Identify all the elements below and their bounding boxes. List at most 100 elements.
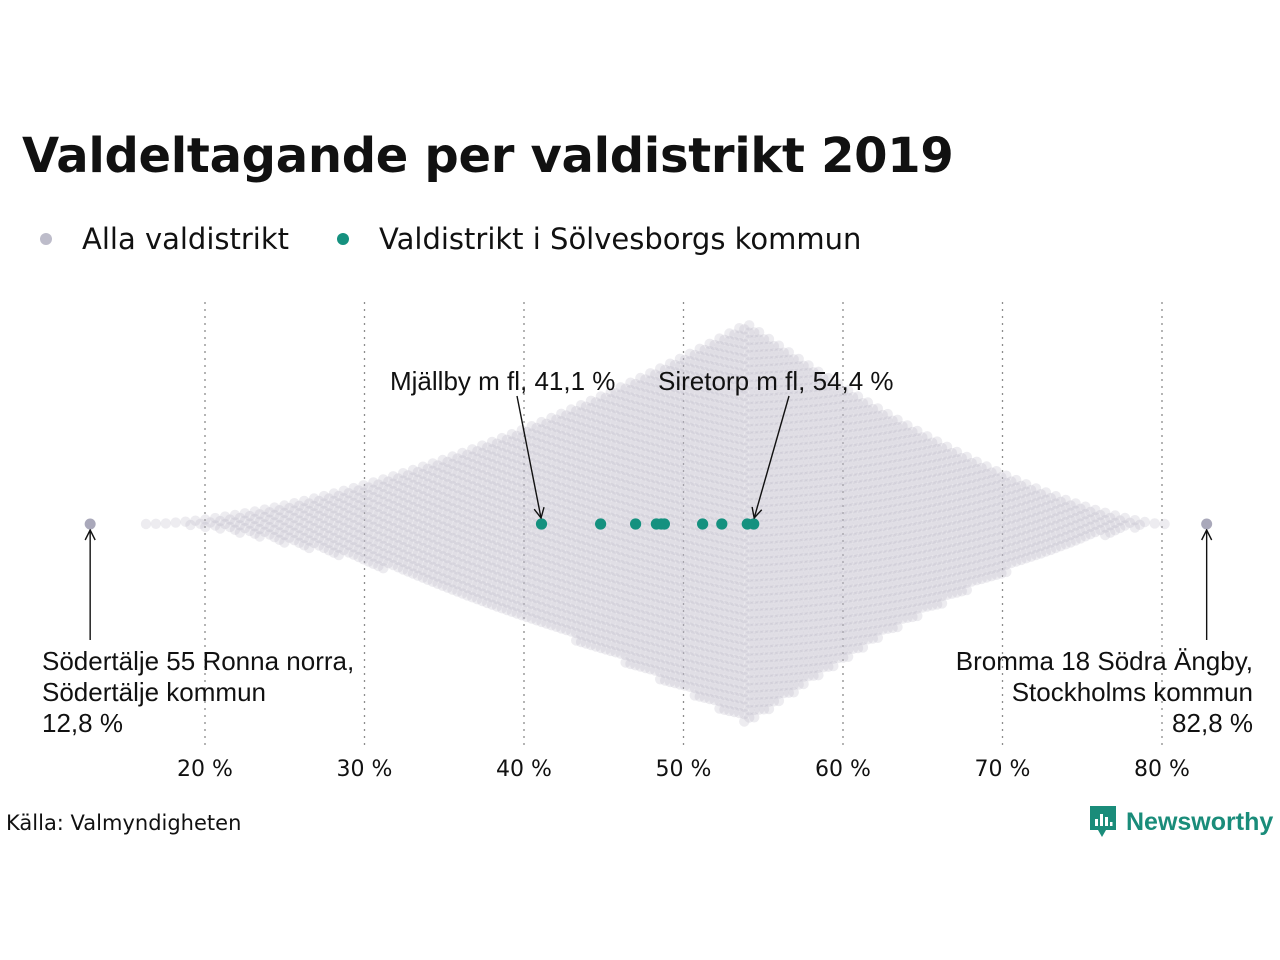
district-point [333, 512, 344, 524]
district-point [472, 468, 483, 479]
district-point [501, 604, 513, 616]
district-point [462, 449, 473, 460]
extreme-point [1201, 518, 1213, 530]
district-point [531, 496, 542, 508]
district-point [388, 530, 399, 541]
district-point [348, 497, 359, 509]
district-point [491, 564, 503, 575]
district-point [442, 538, 453, 549]
district-point [432, 526, 443, 538]
district-point [437, 477, 448, 488]
district-point [516, 550, 527, 562]
all-districts-swarm [140, 320, 1170, 727]
district-point [427, 532, 438, 543]
district-point [432, 534, 443, 545]
district-point [437, 506, 448, 517]
district-point [442, 560, 453, 571]
district-point [373, 546, 384, 557]
district-point [511, 504, 522, 516]
district-point [506, 503, 518, 514]
district-point [1149, 518, 1160, 529]
legend: Alla valdistrikt Valdistrikt i Sölvesbor… [40, 222, 909, 256]
district-point [477, 581, 488, 592]
district-point [506, 480, 518, 492]
district-point [368, 477, 379, 488]
district-point [526, 569, 537, 580]
district-point [363, 497, 374, 508]
district-point [486, 510, 498, 522]
district-point [308, 500, 320, 512]
district-point [472, 571, 483, 583]
district-point [491, 438, 503, 449]
district-point [308, 530, 320, 541]
district-point [536, 453, 547, 465]
district-point [343, 502, 354, 514]
x-tick-label: 80 % [1134, 757, 1190, 782]
district-point [541, 618, 552, 629]
district-point [397, 549, 409, 560]
district-point [511, 452, 522, 464]
annotation-siretorp: Siretorp m fl, 54,4 % [658, 366, 894, 396]
district-point [353, 537, 364, 548]
district-point [348, 534, 359, 546]
district-point [467, 488, 478, 499]
district-point [397, 564, 409, 575]
district-point [437, 454, 448, 466]
solvesborg-point [535, 518, 548, 530]
district-point [541, 492, 552, 503]
district-point [308, 493, 320, 504]
district-point [358, 554, 369, 565]
district-point [442, 575, 453, 586]
district-point [452, 556, 463, 568]
district-point [551, 481, 562, 492]
district-point [551, 436, 562, 447]
district-point [511, 445, 522, 456]
district-point [496, 455, 508, 466]
district-point [506, 451, 518, 462]
district-point [318, 520, 330, 531]
district-point [249, 521, 260, 532]
district-point [541, 596, 552, 607]
district-point [541, 433, 552, 444]
district-point [491, 482, 503, 494]
extreme-point [84, 518, 96, 530]
district-point [477, 440, 488, 451]
district-point [452, 460, 463, 471]
district-point [407, 501, 419, 513]
district-point [427, 547, 438, 558]
district-point [397, 512, 409, 523]
district-point [516, 543, 527, 554]
district-point [551, 584, 562, 595]
district-point [546, 538, 557, 549]
district-point [343, 539, 354, 551]
district-point [551, 495, 562, 507]
district-point [442, 523, 453, 534]
district-point [477, 536, 488, 547]
district-point [501, 538, 513, 549]
district-point [353, 544, 364, 555]
district-point [432, 489, 443, 501]
district-point [521, 596, 532, 608]
solvesborg-point [697, 518, 709, 530]
district-point [393, 525, 404, 536]
district-point [556, 408, 567, 419]
district-point [383, 491, 394, 502]
district-point [254, 531, 265, 542]
district-point [546, 546, 557, 557]
district-point [259, 526, 270, 537]
district-point [472, 512, 483, 523]
district-point [467, 547, 478, 559]
district-point [338, 544, 349, 556]
district-point [486, 555, 498, 566]
district-point [477, 588, 488, 599]
district-point [427, 480, 438, 491]
district-point [447, 569, 458, 581]
x-tick-label: 30 % [337, 757, 393, 782]
district-point [452, 512, 463, 523]
district-point [368, 484, 379, 495]
district-point [397, 505, 409, 516]
district-point [358, 480, 369, 491]
district-point [457, 588, 468, 599]
district-point [432, 512, 443, 523]
district-point [388, 559, 399, 571]
